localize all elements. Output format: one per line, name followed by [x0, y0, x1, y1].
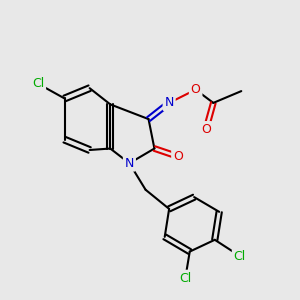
- Text: Cl: Cl: [234, 250, 246, 262]
- Text: O: O: [173, 150, 183, 163]
- Text: O: O: [191, 83, 201, 96]
- Text: Cl: Cl: [179, 272, 191, 285]
- Text: N: N: [164, 96, 174, 110]
- Text: Cl: Cl: [32, 77, 44, 90]
- Text: O: O: [201, 123, 211, 136]
- Text: N: N: [125, 157, 134, 170]
